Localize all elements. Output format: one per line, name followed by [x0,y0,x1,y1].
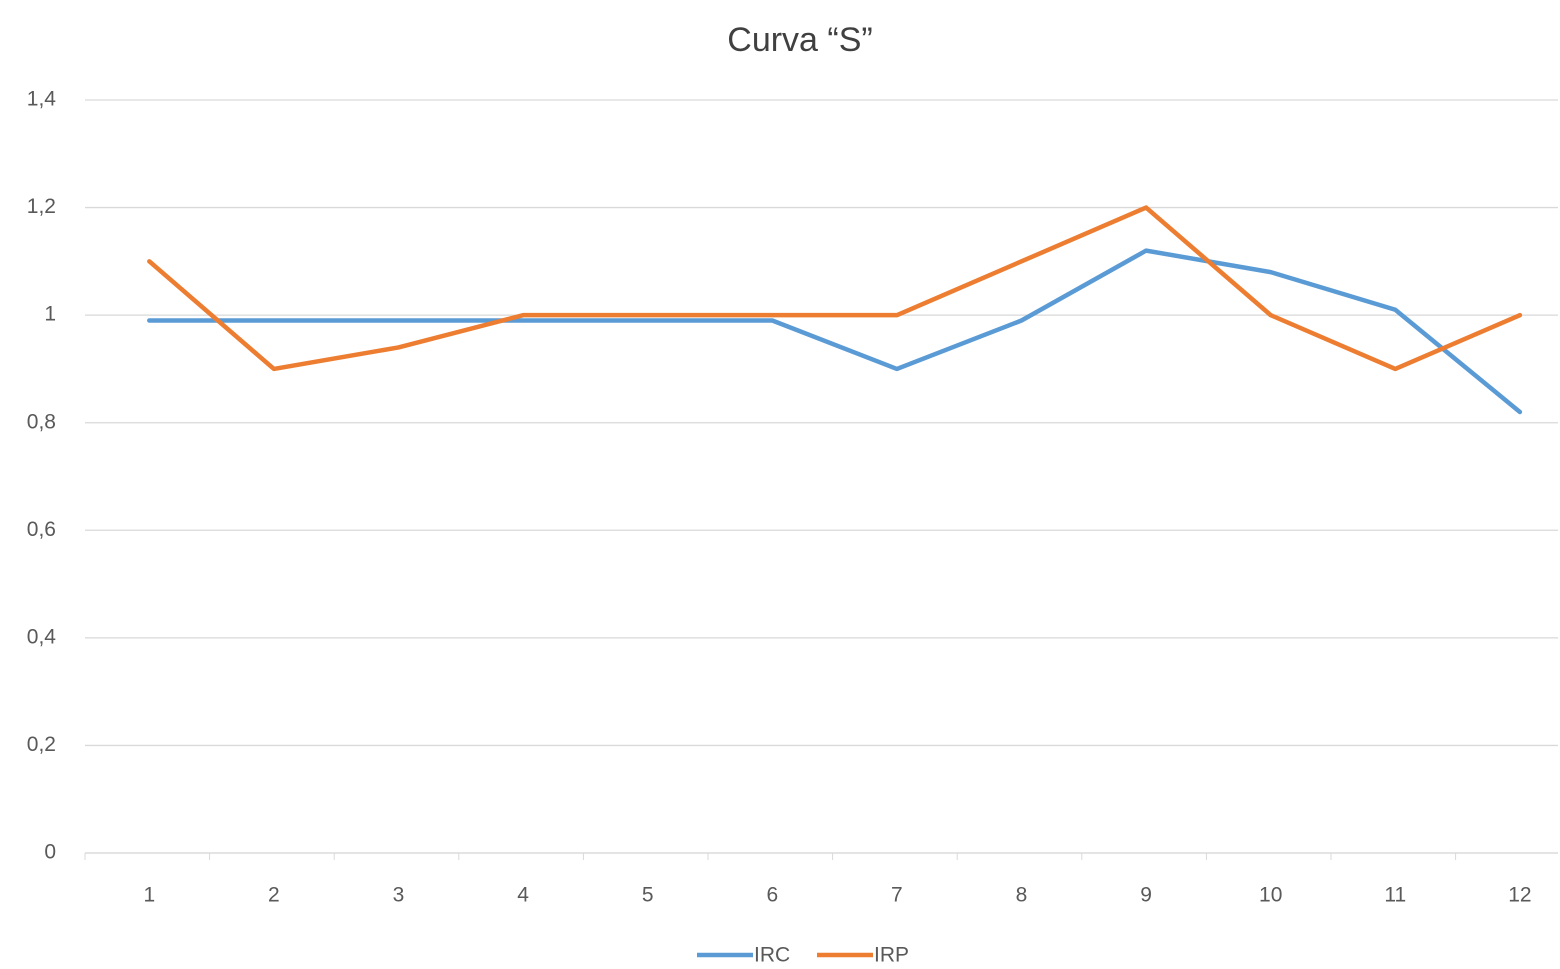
legend-label: IRC [754,944,790,967]
y-tick-label: 0,8 [27,410,56,433]
page: Curva “S” 00,20,40,60,811,21,41234567891… [0,0,1560,969]
x-tick-label: 12 [1508,884,1531,907]
data-line [149,251,1520,412]
y-tick-label: 0,6 [27,518,56,541]
legend-label: IRP [874,944,909,967]
chart-title: Curva “S” [727,21,872,59]
x-tick-label: 4 [517,884,529,907]
x-tick-label: 8 [1016,884,1028,907]
y-tick-label: 1 [44,303,56,326]
y-tick-label: 0,2 [27,733,56,756]
y-tick-label: 1,2 [27,195,56,218]
y-tick-label: 1,4 [27,88,57,111]
x-tick-label: 11 [1384,884,1406,907]
y-tick-label: 0,4 [27,625,57,648]
x-tick-label: 7 [891,884,903,907]
y-tick-label: 0 [44,841,56,864]
x-tick-label: 2 [268,884,280,907]
chart: Curva “S” 00,20,40,60,811,21,41234567891… [0,0,1560,969]
x-tick-label: 9 [1140,884,1152,907]
x-tick-label: 10 [1259,884,1282,907]
x-tick-label: 1 [143,884,155,907]
x-tick-label: 3 [393,884,405,907]
x-tick-label: 5 [642,884,654,907]
x-tick-label: 6 [766,884,778,907]
